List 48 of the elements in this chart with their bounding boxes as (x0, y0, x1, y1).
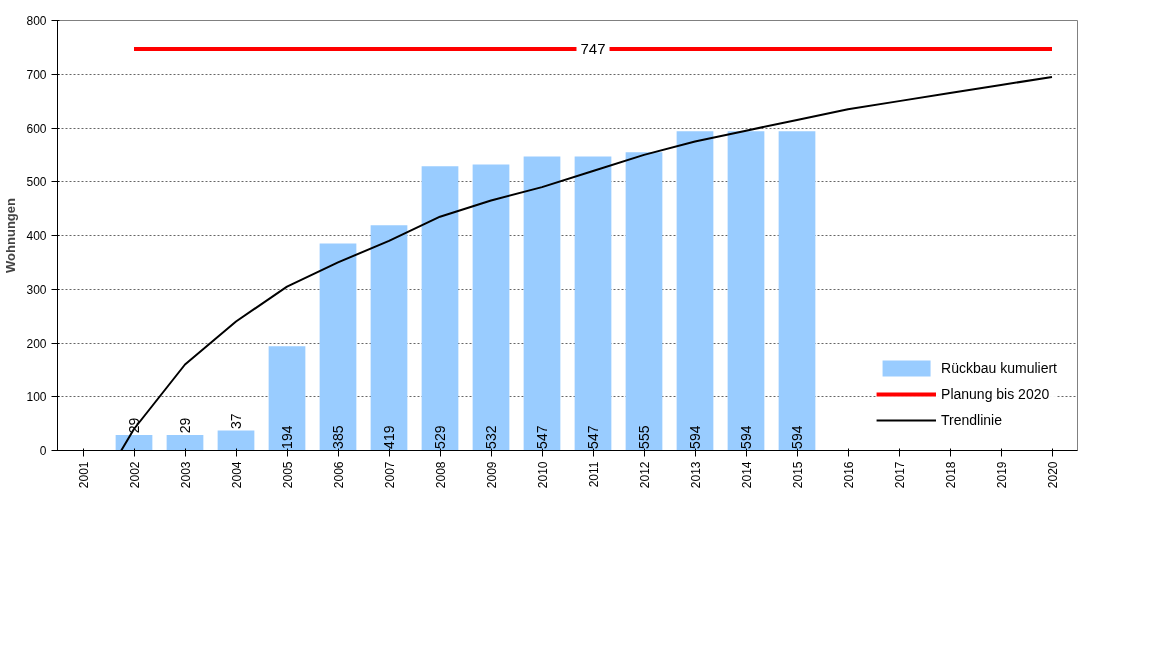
data-label: 419 (381, 425, 397, 449)
data-label: 385 (330, 425, 346, 449)
data-label: 547 (534, 425, 550, 449)
data-label: 194 (279, 425, 295, 449)
data-label: 555 (636, 425, 652, 449)
y-tick-label: 0 (39, 444, 47, 458)
data-label: 594 (738, 425, 754, 449)
x-tick-label: 2012 (637, 461, 652, 489)
y-tick-label: 600 (26, 121, 47, 136)
x-tick-label: 2006 (331, 461, 346, 489)
x-tick-label: 2002 (127, 461, 142, 489)
x-tick-label: 2004 (229, 461, 244, 489)
x-tick-label: 2020 (1045, 461, 1060, 489)
x-tick-label: 2007 (382, 461, 397, 489)
x-tick-label: 2013 (688, 461, 703, 489)
data-label: 532 (483, 425, 499, 449)
y-tick-label: 700 (26, 67, 47, 82)
data-label: 29 (126, 417, 142, 434)
data-label: 529 (432, 425, 448, 449)
data-label: 547 (585, 425, 601, 449)
data-label: 29 (177, 417, 193, 434)
x-tick-label: 2003 (178, 461, 193, 489)
y-tick-label: 100 (26, 390, 47, 405)
x-tick-label: 2008 (433, 461, 448, 489)
x-tick-label: 2005 (280, 461, 295, 489)
x-tick-label: 2018 (943, 461, 958, 489)
x-tick-label: 2001 (76, 461, 91, 489)
y-tick-label: 500 (26, 175, 47, 190)
y-tick-label: 300 (26, 282, 47, 297)
legend-label: Trendlinie (941, 412, 1003, 428)
x-tick-label: 2014 (739, 461, 754, 489)
data-label: 594 (789, 425, 805, 449)
x-tick-label: 2015 (790, 461, 805, 489)
x-tick-label: 2011 (586, 461, 601, 488)
x-tick-label: 2017 (892, 461, 907, 489)
data-label: 37 (228, 413, 244, 429)
legend-label: Rückbau kumuliert (941, 360, 1057, 376)
data-label: 594 (687, 425, 703, 449)
x-tick-label: 2010 (535, 461, 550, 489)
y-axis-title: Wohnungen (3, 198, 19, 273)
x-tick-label: 2009 (484, 461, 499, 489)
y-tick-label: 400 (26, 229, 47, 243)
legend-label: Planung bis 2020 (941, 386, 1050, 402)
y-tick-label: 200 (26, 336, 47, 351)
x-tick-label: 2019 (994, 461, 1009, 489)
y-tick-label: 800 (26, 14, 47, 28)
x-tick-label: 2016 (841, 461, 856, 489)
annotation: 747 (580, 39, 606, 57)
